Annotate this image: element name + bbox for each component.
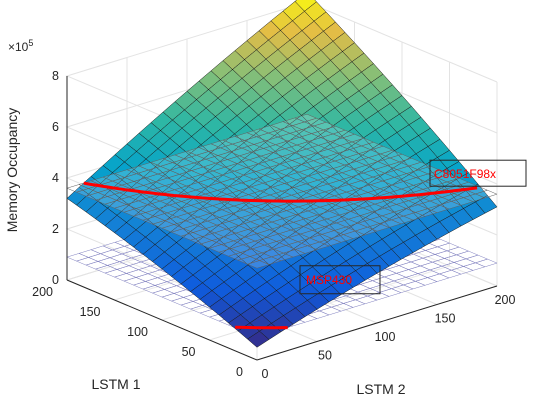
- z-tick-label: 6: [52, 120, 59, 134]
- x-tick-label: 100: [127, 325, 148, 339]
- z-exponent-label: ×105: [8, 38, 33, 54]
- y-tick-label: 200: [495, 293, 516, 307]
- annotation-msp430: MSP430: [306, 273, 352, 287]
- y-axis-line: [256, 285, 498, 361]
- annotations: C8051F98x MSP430: [299, 159, 527, 295]
- axes: [66, 76, 498, 361]
- z-exponent-power: 5: [28, 38, 33, 48]
- y-tick-label: 50: [318, 349, 332, 363]
- x-tick-label: 50: [182, 345, 196, 359]
- x-tick-label: 0: [236, 365, 243, 379]
- y-tick-label: 100: [375, 330, 396, 344]
- intersection-curve: [235, 325, 288, 330]
- z-tick-label: 2: [52, 222, 59, 236]
- z-exponent-base: ×10: [8, 40, 29, 54]
- annotation-box: [299, 265, 381, 295]
- annotation-c8051f98x: C8051F98x: [434, 167, 496, 181]
- y-axis-label: LSTM 2: [356, 381, 405, 397]
- surface-cell: [247, 330, 270, 348]
- surface-mesh: [66, 0, 498, 348]
- x-tick-label: 150: [80, 305, 101, 319]
- intersection-curves: [83, 181, 478, 330]
- x-axis-line: [66, 279, 258, 361]
- upper-plane: [66, 113, 498, 269]
- intersection-curve: [83, 181, 478, 203]
- z-tick-label: 8: [52, 69, 59, 83]
- z-tick-label: 0: [52, 273, 59, 287]
- upper-plane-cell: [294, 113, 318, 123]
- annotation-box: [429, 159, 527, 187]
- z-tick-label: 4: [52, 171, 59, 185]
- y-tick-label: 0: [262, 367, 269, 381]
- x-tick-label: 200: [32, 285, 53, 299]
- y-tick-label: 150: [435, 312, 456, 326]
- z-axis-label: Memory Occupancy: [4, 108, 20, 232]
- x-axis-label: LSTM 1: [91, 376, 140, 392]
